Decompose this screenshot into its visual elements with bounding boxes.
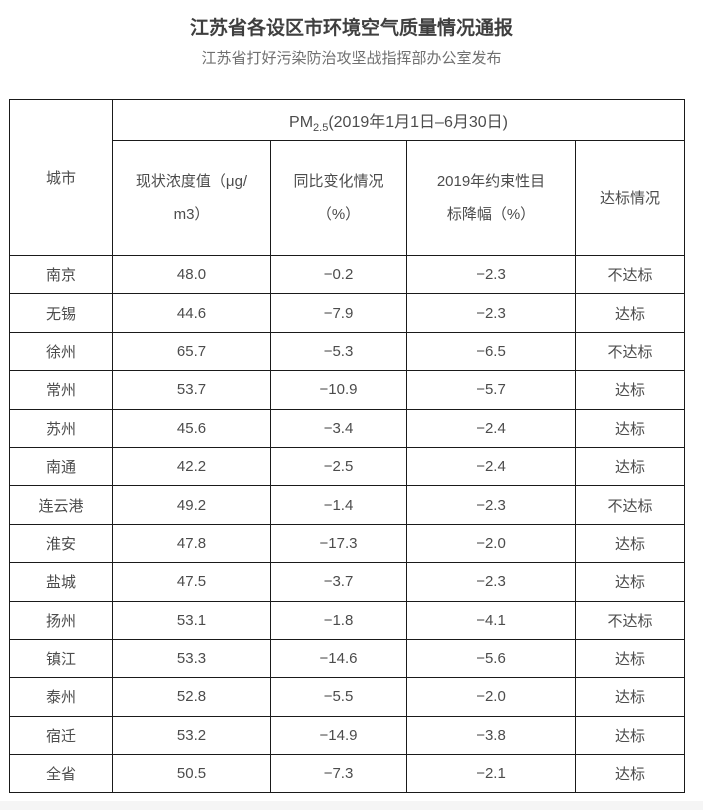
cell-city: 徐州 bbox=[9, 331, 113, 372]
cell-yoy: −14.9 bbox=[270, 715, 407, 756]
cell-status: 达标 bbox=[574, 293, 686, 333]
cell-yoy: −3.7 bbox=[270, 562, 407, 602]
cell-yoy: −7.9 bbox=[270, 293, 407, 333]
cell-concentration: 44.6 bbox=[112, 293, 271, 333]
cell-concentration: 48.0 bbox=[112, 254, 271, 295]
cell-status: 达标 bbox=[574, 523, 686, 564]
header-2019-target: 2019年约束性目 标降幅（%） bbox=[406, 140, 576, 256]
cell-concentration: 47.5 bbox=[112, 562, 271, 602]
table-row: 徐州 65.7 −5.3 −6.5 不达标 bbox=[9, 331, 686, 372]
table-row: 宿迁 53.2 −14.9 −3.8 达标 bbox=[9, 715, 686, 756]
cell-target: −2.3 bbox=[406, 562, 576, 602]
cell-target: −2.3 bbox=[406, 485, 576, 525]
cell-concentration: 42.2 bbox=[112, 446, 271, 487]
cell-target: −4.1 bbox=[406, 600, 576, 640]
cell-city: 常州 bbox=[9, 370, 113, 410]
cell-yoy: −2.5 bbox=[270, 446, 407, 487]
page-title: 江苏省各设区市环境空气质量情况通报 bbox=[189, 18, 513, 39]
cell-status: 达标 bbox=[574, 715, 686, 756]
table-row: 南通 42.2 −2.5 −2.4 达标 bbox=[9, 446, 686, 487]
cell-concentration: 47.8 bbox=[112, 523, 271, 564]
cell-concentration: 50.5 bbox=[112, 754, 271, 794]
cell-status: 达标 bbox=[574, 370, 686, 410]
header-concentration: 现状浓度值（μg/ m3） bbox=[112, 140, 271, 256]
table-row: 镇江 53.3 −14.6 −5.6 达标 bbox=[9, 638, 686, 679]
cell-city: 连云港 bbox=[9, 485, 113, 525]
table-row: 盐城 47.5 −3.7 −2.3 达标 bbox=[9, 562, 686, 602]
cell-city: 盐城 bbox=[9, 562, 113, 602]
cell-status: 达标 bbox=[574, 677, 686, 717]
table-row: 泰州 52.8 −5.5 −2.0 达标 bbox=[9, 677, 686, 717]
cell-status: 达标 bbox=[574, 638, 686, 679]
air-quality-table: 城市 PM2.5(2019年1月1日–6月30日) 现状浓度值（μg/ m3） … bbox=[9, 99, 686, 794]
cell-status: 不达标 bbox=[574, 600, 686, 640]
header-city: 城市 bbox=[9, 99, 113, 256]
cell-status: 不达标 bbox=[574, 254, 686, 295]
cell-concentration: 53.2 bbox=[112, 715, 271, 756]
cell-yoy: −5.5 bbox=[270, 677, 407, 717]
cell-yoy: −1.8 bbox=[270, 600, 407, 640]
cell-target: −2.0 bbox=[406, 523, 576, 564]
cell-concentration: 52.8 bbox=[112, 677, 271, 717]
cell-yoy: −3.4 bbox=[270, 408, 407, 448]
cell-city: 南京 bbox=[9, 254, 113, 295]
cell-city: 泰州 bbox=[9, 677, 113, 717]
cell-city: 宿迁 bbox=[9, 715, 113, 756]
table-row: 南京 48.0 −0.2 −2.3 不达标 bbox=[9, 254, 686, 295]
cell-target: −6.5 bbox=[406, 331, 576, 372]
table-row: 淮安 47.8 −17.3 −2.0 达标 bbox=[9, 523, 686, 564]
table-row: 全省 50.5 −7.3 −2.1 达标 bbox=[9, 754, 686, 794]
cell-status: 达标 bbox=[574, 562, 686, 602]
cell-city: 无锡 bbox=[9, 293, 113, 333]
cell-yoy: −17.3 bbox=[270, 523, 407, 564]
cell-yoy: −0.2 bbox=[270, 254, 407, 295]
cell-concentration: 49.2 bbox=[112, 485, 271, 525]
table-row: 扬州 53.1 −1.8 −4.1 不达标 bbox=[9, 600, 686, 640]
cell-status: 达标 bbox=[574, 446, 686, 487]
cell-city: 南通 bbox=[9, 446, 113, 487]
cell-target: −2.3 bbox=[406, 293, 576, 333]
cell-city: 镇江 bbox=[9, 638, 113, 679]
cell-city: 淮安 bbox=[9, 523, 113, 564]
cell-city: 全省 bbox=[9, 754, 113, 794]
cell-yoy: −14.6 bbox=[270, 638, 407, 679]
cell-status: 达标 bbox=[574, 408, 686, 448]
pm-label: PM bbox=[289, 114, 314, 131]
table-row: 常州 53.7 −10.9 −5.7 达标 bbox=[9, 370, 686, 410]
pm-date-range: (2019年1月1日–6月30日) bbox=[328, 114, 508, 131]
cell-target: −2.4 bbox=[406, 408, 576, 448]
cell-concentration: 53.3 bbox=[112, 638, 271, 679]
cell-concentration: 53.7 bbox=[112, 370, 271, 410]
cell-yoy: −5.3 bbox=[270, 331, 407, 372]
page-bottom-strip bbox=[0, 801, 703, 810]
cell-target: −3.8 bbox=[406, 715, 576, 756]
page-subtitle: 江苏省打好污染防治攻坚战指挥部办公室发布 bbox=[201, 50, 502, 67]
cell-target: −2.4 bbox=[406, 446, 576, 487]
pm-subscript: 2.5 bbox=[313, 122, 329, 135]
cell-yoy: −7.3 bbox=[270, 754, 407, 794]
cell-yoy: −10.9 bbox=[270, 370, 407, 410]
cell-target: −5.7 bbox=[406, 370, 576, 410]
cell-city: 扬州 bbox=[9, 600, 113, 640]
header-status: 达标情况 bbox=[574, 140, 686, 256]
table-row: 无锡 44.6 −7.9 −2.3 达标 bbox=[9, 293, 686, 333]
cell-city: 苏州 bbox=[9, 408, 113, 448]
cell-target: −5.6 bbox=[406, 638, 576, 679]
cell-target: −2.0 bbox=[406, 677, 576, 717]
cell-status: 不达标 bbox=[574, 485, 686, 525]
cell-target: −2.3 bbox=[406, 254, 576, 295]
header-yoy-change: 同比变化情况 （%） bbox=[270, 140, 407, 256]
cell-status: 达标 bbox=[574, 754, 686, 794]
cell-status: 不达标 bbox=[574, 331, 686, 372]
header-pm25-period: PM2.5(2019年1月1日–6月30日) bbox=[111, 99, 686, 141]
cell-target: −2.1 bbox=[406, 754, 576, 794]
cell-concentration: 45.6 bbox=[112, 408, 271, 448]
table-row: 苏州 45.6 −3.4 −2.4 达标 bbox=[9, 408, 686, 448]
table-header-row-1: 城市 PM2.5(2019年1月1日–6月30日) bbox=[9, 99, 686, 256]
cell-yoy: −1.4 bbox=[270, 485, 407, 525]
cell-concentration: 65.7 bbox=[112, 331, 271, 372]
table-header-row-2: 现状浓度值（μg/ m3） 同比变化情况 （%） 2019年约束性目 标降幅（%… bbox=[10, 140, 686, 256]
table-row: 连云港 49.2 −1.4 −2.3 不达标 bbox=[9, 485, 686, 525]
cell-concentration: 53.1 bbox=[112, 600, 271, 640]
